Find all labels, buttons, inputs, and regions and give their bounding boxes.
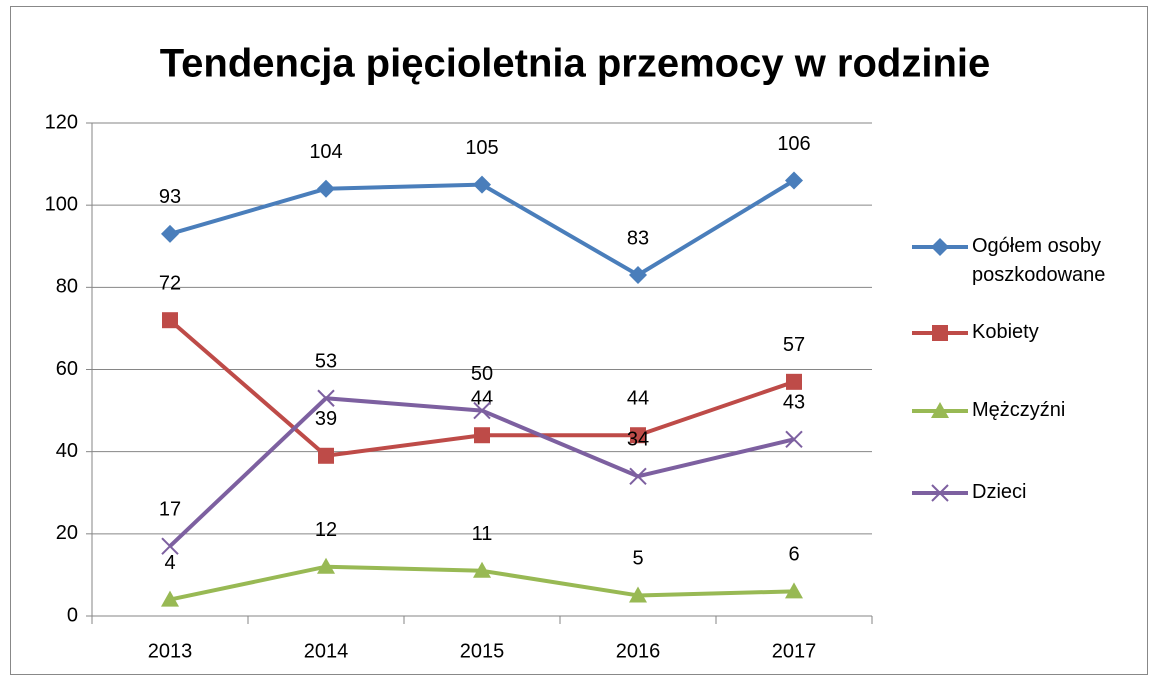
marker — [318, 447, 334, 464]
legend-label: Kobiety — [972, 321, 1039, 343]
marker — [931, 238, 949, 256]
data-label: 43 — [783, 392, 805, 414]
y-tick-label: 20 — [56, 522, 78, 544]
data-label: 105 — [465, 137, 498, 159]
marker — [161, 590, 179, 607]
data-label: 12 — [315, 519, 337, 541]
data-label: 106 — [777, 133, 810, 155]
y-tick-label: 40 — [56, 440, 78, 462]
legend-label: Ogółem osoby poszkodowane — [972, 235, 1106, 286]
x-tick-label: 2017 — [772, 640, 817, 662]
data-label: 44 — [471, 388, 493, 410]
data-label: 6 — [788, 544, 799, 566]
marker — [629, 266, 647, 285]
marker — [629, 467, 647, 486]
x-tick-label: 2016 — [616, 640, 661, 662]
marker — [317, 557, 335, 574]
x-tick-label: 2014 — [304, 640, 349, 662]
data-label: 83 — [627, 227, 649, 249]
data-label: 39 — [315, 408, 337, 430]
y-tick-label: 120 — [45, 111, 78, 133]
marker — [161, 537, 179, 555]
marker — [931, 484, 949, 502]
data-label: 5 — [632, 548, 643, 570]
marker — [317, 179, 335, 198]
data-label: 53 — [315, 351, 337, 373]
x-tick-label: 2013 — [148, 640, 193, 662]
marker — [474, 427, 490, 444]
data-label: 17 — [159, 498, 181, 520]
chart-frame — [10, 6, 1148, 675]
marker — [162, 312, 178, 329]
data-label: 72 — [159, 272, 181, 294]
data-label: 11 — [472, 523, 493, 545]
data-label: 44 — [627, 388, 649, 410]
marker — [630, 427, 646, 444]
y-tick-label: 0 — [67, 604, 78, 626]
legend-label: Dzieci — [972, 481, 1027, 503]
marker — [932, 325, 948, 341]
marker — [785, 582, 803, 599]
data-label: 57 — [783, 334, 805, 356]
x-tick-label: 2015 — [460, 640, 505, 662]
y-tick-label: 60 — [56, 358, 78, 380]
y-tick-label: 100 — [45, 193, 78, 215]
marker — [317, 389, 335, 407]
data-label: 34 — [627, 429, 649, 451]
marker — [161, 224, 179, 243]
marker — [473, 401, 491, 420]
data-label: 4 — [164, 552, 175, 574]
data-label: 50 — [471, 363, 493, 385]
marker — [473, 561, 491, 578]
marker — [785, 171, 803, 190]
marker — [786, 373, 802, 390]
legend-label: Mężczyźni — [972, 399, 1066, 421]
chart-title: Tendencja pięcioletnia przemocy w rodzin… — [160, 42, 991, 86]
y-tick-label: 80 — [56, 276, 78, 298]
marker — [473, 175, 491, 194]
data-label: 93 — [159, 186, 181, 208]
marker — [931, 402, 949, 418]
data-label: 104 — [309, 141, 342, 163]
marker — [785, 430, 803, 449]
marker — [629, 586, 647, 603]
